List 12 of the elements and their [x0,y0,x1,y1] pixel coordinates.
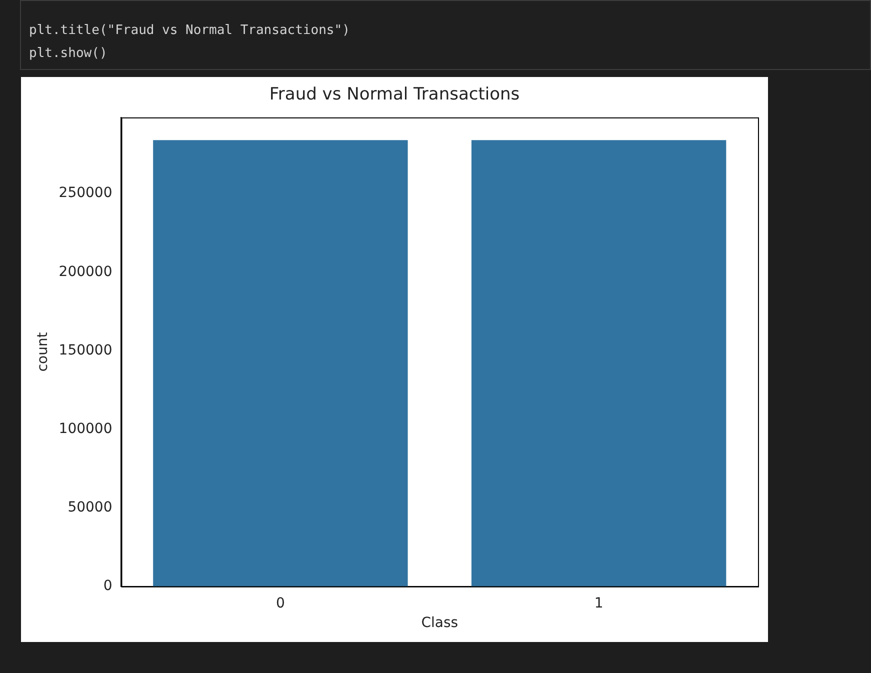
y-tick-label: 50000 [68,499,112,516]
text: plt.title("Fraud vs Normal Transactions") [29,22,351,40]
x-tick-label: 1 [594,595,604,612]
x-axis-title: Class [421,615,458,632]
y-axis-title: count [35,332,52,372]
y-tick-label: 0 [103,578,112,594]
y-tick-label: 150000 [58,342,112,358]
y-tick-label: 200000 [58,264,112,280]
chart-title: Fraud vs Normal Transactions [269,84,520,105]
y-tick-label: 250000 [58,185,112,202]
y-tick-label: 100000 [58,420,112,437]
text: plt.show() [29,45,108,63]
